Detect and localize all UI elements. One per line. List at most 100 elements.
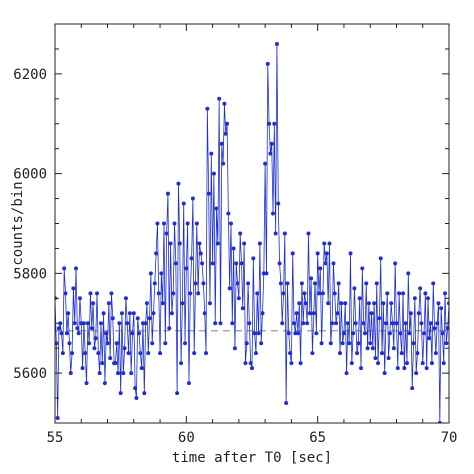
- data-point: [171, 291, 176, 296]
- data-point: [122, 346, 127, 351]
- data-point: [198, 251, 203, 256]
- data-point: [62, 266, 67, 271]
- data-point: [243, 361, 248, 366]
- data-point: [56, 326, 61, 331]
- data-point: [59, 331, 64, 336]
- data-point: [222, 101, 227, 106]
- data-point: [60, 351, 65, 356]
- data-point: [89, 326, 94, 331]
- data-point: [133, 386, 138, 391]
- data-point: [211, 171, 216, 176]
- data-point: [295, 331, 300, 336]
- data-point: [327, 241, 332, 246]
- data-point: [81, 321, 86, 326]
- data-point: [267, 121, 272, 126]
- data-point: [135, 316, 140, 321]
- data-point: [303, 301, 308, 306]
- data-point: [108, 356, 113, 361]
- data-point: [281, 291, 286, 296]
- data-point: [226, 211, 231, 216]
- data-point: [197, 241, 202, 246]
- data-point: [297, 301, 302, 306]
- data-point: [204, 351, 209, 356]
- data-point: [176, 181, 181, 186]
- data-point: [91, 301, 96, 306]
- data-point: [259, 341, 264, 346]
- data-point: [253, 351, 258, 356]
- data-point: [339, 301, 344, 306]
- data-point: [101, 311, 106, 316]
- data-point: [210, 261, 215, 266]
- x-tick-label: 55: [47, 430, 64, 446]
- data-point: [395, 366, 400, 371]
- data-point: [454, 321, 458, 325]
- data-point: [465, 341, 469, 345]
- data-point: [468, 361, 472, 365]
- data-point: [271, 211, 276, 216]
- data-point: [186, 381, 191, 386]
- data-point: [355, 351, 360, 356]
- data-point: [239, 261, 244, 266]
- data-point: [459, 351, 463, 355]
- data-point: [344, 371, 349, 376]
- data-point: [412, 296, 417, 301]
- data-point: [383, 321, 388, 326]
- data-point: [188, 291, 193, 296]
- data-point: [175, 391, 180, 396]
- data-point: [105, 341, 110, 346]
- data-point: [278, 281, 283, 286]
- data-point: [134, 396, 139, 401]
- y-tick-label: 6200: [13, 67, 47, 83]
- data-point: [386, 356, 391, 361]
- data-point: [63, 291, 68, 296]
- data-point: [335, 311, 340, 316]
- data-point: [310, 351, 315, 356]
- data-point: [201, 281, 206, 286]
- data-point: [88, 291, 93, 296]
- data-point: [215, 241, 220, 246]
- data-point: [274, 41, 279, 46]
- y-tick-label: 5800: [13, 266, 47, 282]
- data-point: [183, 341, 188, 346]
- data-point: [202, 311, 207, 316]
- data-point: [469, 301, 473, 305]
- data-point: [269, 141, 274, 146]
- data-point: [98, 321, 103, 326]
- data-point: [289, 361, 294, 366]
- y-tick-label: 6000: [13, 167, 47, 183]
- data-point: [427, 336, 432, 341]
- data-point: [406, 271, 411, 276]
- data-point: [309, 276, 314, 281]
- data-point: [288, 351, 293, 356]
- data-point: [433, 351, 438, 356]
- data-point: [341, 331, 346, 336]
- data-point: [109, 291, 114, 296]
- data-point: [359, 366, 364, 371]
- data-point: [206, 191, 211, 196]
- data-point: [227, 286, 232, 291]
- data-point: [148, 271, 153, 276]
- data-point: [76, 331, 81, 336]
- data-point: [276, 201, 281, 206]
- data-point: [236, 296, 241, 301]
- data-point: [196, 291, 201, 296]
- data-point: [380, 351, 385, 356]
- data-point: [391, 346, 396, 351]
- data-point: [444, 341, 449, 346]
- data-point: [322, 241, 327, 246]
- data-point: [349, 361, 354, 366]
- data-point: [407, 331, 412, 336]
- data-point: [285, 281, 290, 286]
- data-point: [228, 221, 233, 226]
- data-point: [410, 386, 415, 391]
- x-axis-label: time after T0 [sec]: [172, 450, 332, 466]
- data-point: [272, 121, 277, 126]
- data-point: [299, 281, 304, 286]
- data-point: [185, 221, 190, 226]
- data-point: [398, 331, 403, 336]
- data-point: [420, 361, 425, 366]
- data-point: [372, 301, 377, 306]
- data-point: [273, 231, 278, 236]
- data-point: [235, 281, 240, 286]
